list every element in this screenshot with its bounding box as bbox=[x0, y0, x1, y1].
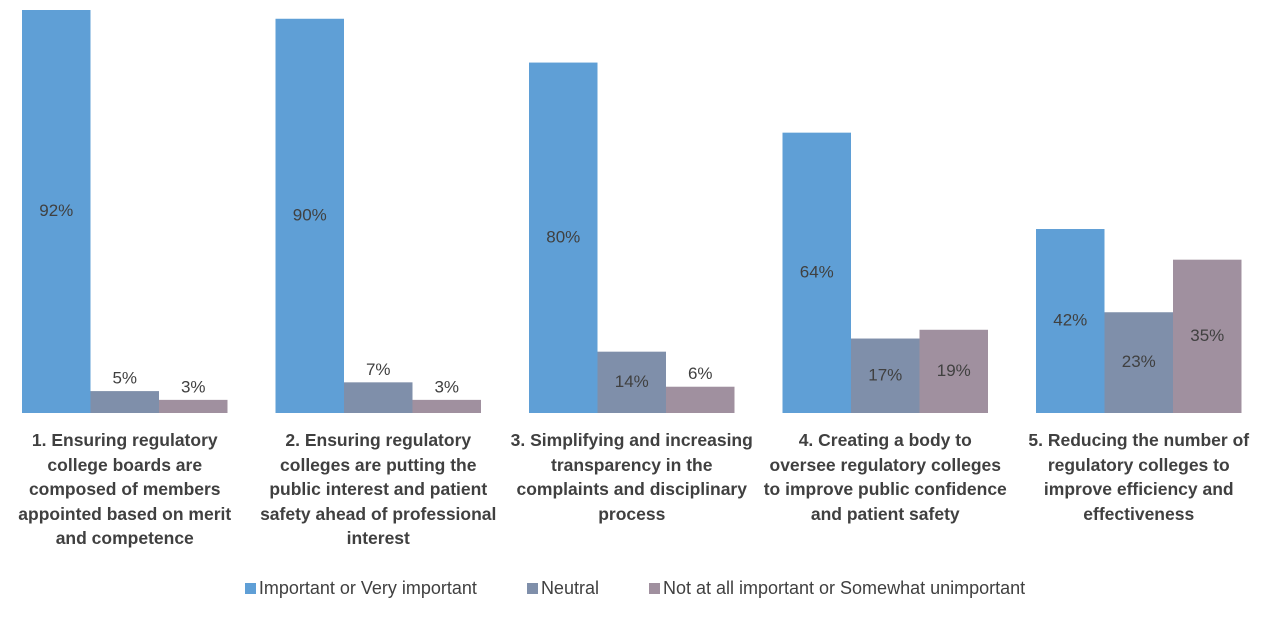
bar bbox=[666, 386, 735, 413]
value-label: 64% bbox=[800, 262, 834, 281]
legend-label: Neutral bbox=[540, 578, 599, 598]
value-label: 92% bbox=[39, 201, 73, 220]
bar bbox=[782, 132, 851, 414]
category-label: 2. Ensuring regulatory colleges are putt… bbox=[260, 430, 497, 548]
value-label: 3% bbox=[181, 377, 206, 396]
bar bbox=[1104, 312, 1173, 413]
bar bbox=[344, 382, 413, 413]
category-label: 1. Ensuring regulatory college boards ar… bbox=[18, 430, 232, 548]
legend-item: Important or Very important bbox=[244, 578, 477, 599]
value-label: 3% bbox=[434, 377, 459, 396]
value-label: 35% bbox=[1190, 326, 1224, 345]
legend-swatch bbox=[244, 583, 256, 594]
value-label: 5% bbox=[112, 369, 137, 388]
category-label: 5. Reducing the number of regulatory col… bbox=[1028, 430, 1250, 524]
value-label: 17% bbox=[868, 365, 902, 384]
bar bbox=[1173, 259, 1242, 413]
bar bbox=[529, 62, 598, 413]
bar bbox=[1036, 229, 1105, 413]
legend-swatch bbox=[648, 583, 660, 594]
value-label: 7% bbox=[366, 360, 391, 379]
bar bbox=[851, 338, 920, 413]
value-label: 14% bbox=[615, 372, 649, 391]
bar bbox=[22, 10, 91, 413]
value-label: 19% bbox=[937, 361, 971, 380]
legend-item: Not at all important or Somewhat unimpor… bbox=[648, 578, 1026, 599]
bar bbox=[159, 399, 228, 413]
legend: Important or Very important Neutral Not at… bbox=[0, 578, 1270, 599]
category-label: 4. Creating a body to oversee regulatory… bbox=[763, 430, 1007, 524]
bar bbox=[597, 351, 666, 413]
value-label: 23% bbox=[1122, 352, 1156, 371]
category-label: 3. Simplifying and increasing transparen… bbox=[510, 430, 753, 524]
bar bbox=[275, 18, 344, 414]
value-label: 6% bbox=[688, 364, 713, 383]
legend-label: Important or Very important bbox=[258, 578, 477, 598]
legend-item: Neutral bbox=[526, 578, 599, 599]
bar bbox=[412, 399, 481, 413]
bar bbox=[919, 329, 988, 413]
bar bbox=[90, 391, 159, 413]
legend-swatch bbox=[526, 583, 538, 594]
value-label: 80% bbox=[546, 227, 580, 246]
value-label: 42% bbox=[1053, 310, 1087, 329]
value-label: 90% bbox=[293, 205, 327, 224]
legend-label: Not at all important or Somewhat unimpor… bbox=[662, 578, 1026, 598]
